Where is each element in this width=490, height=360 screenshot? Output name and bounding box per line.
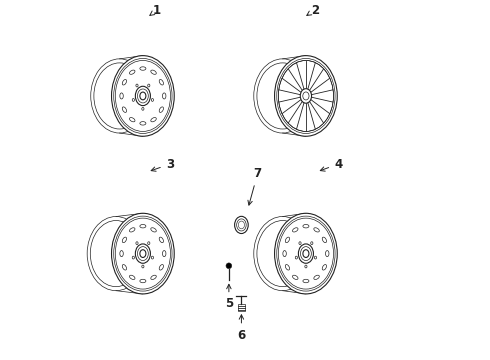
Ellipse shape xyxy=(151,228,156,232)
Text: 7: 7 xyxy=(248,167,262,205)
Ellipse shape xyxy=(274,56,337,136)
Ellipse shape xyxy=(303,225,309,228)
Ellipse shape xyxy=(142,265,144,268)
Ellipse shape xyxy=(120,93,123,99)
Ellipse shape xyxy=(112,213,174,294)
Ellipse shape xyxy=(322,265,326,270)
Ellipse shape xyxy=(159,107,164,112)
Ellipse shape xyxy=(112,56,174,136)
Ellipse shape xyxy=(140,92,146,100)
Ellipse shape xyxy=(129,228,135,232)
Ellipse shape xyxy=(303,279,309,283)
Ellipse shape xyxy=(274,213,337,294)
Ellipse shape xyxy=(315,256,317,259)
Ellipse shape xyxy=(129,275,135,279)
Ellipse shape xyxy=(147,84,150,87)
Ellipse shape xyxy=(120,251,123,257)
Ellipse shape xyxy=(140,122,146,125)
Ellipse shape xyxy=(140,250,146,257)
Ellipse shape xyxy=(140,225,146,228)
Ellipse shape xyxy=(293,275,298,279)
Ellipse shape xyxy=(132,256,134,259)
Ellipse shape xyxy=(122,107,126,112)
Text: 4: 4 xyxy=(320,158,343,171)
Ellipse shape xyxy=(303,92,309,100)
Ellipse shape xyxy=(136,84,138,87)
Ellipse shape xyxy=(295,256,297,259)
Ellipse shape xyxy=(278,60,334,131)
Ellipse shape xyxy=(300,89,312,103)
Ellipse shape xyxy=(129,70,135,74)
Circle shape xyxy=(226,263,232,269)
Ellipse shape xyxy=(142,107,144,110)
Ellipse shape xyxy=(151,275,156,279)
Ellipse shape xyxy=(300,247,311,261)
Ellipse shape xyxy=(314,228,319,232)
Ellipse shape xyxy=(114,58,172,134)
Ellipse shape xyxy=(163,251,166,257)
Ellipse shape xyxy=(147,242,150,244)
Ellipse shape xyxy=(151,256,153,259)
Ellipse shape xyxy=(122,237,126,243)
Text: 5: 5 xyxy=(225,284,233,310)
Text: 3: 3 xyxy=(151,158,174,171)
Ellipse shape xyxy=(122,265,126,270)
Ellipse shape xyxy=(115,218,171,289)
Ellipse shape xyxy=(277,58,335,134)
Ellipse shape xyxy=(151,70,156,74)
Ellipse shape xyxy=(136,242,138,244)
Ellipse shape xyxy=(305,265,307,268)
Ellipse shape xyxy=(299,242,301,244)
Ellipse shape xyxy=(135,244,150,263)
Ellipse shape xyxy=(298,244,314,263)
Ellipse shape xyxy=(314,275,319,279)
Ellipse shape xyxy=(283,251,286,257)
Ellipse shape xyxy=(132,99,134,102)
Ellipse shape xyxy=(278,218,334,289)
Ellipse shape xyxy=(135,86,150,105)
Ellipse shape xyxy=(114,216,172,291)
Ellipse shape xyxy=(322,237,326,243)
Ellipse shape xyxy=(237,219,246,231)
Ellipse shape xyxy=(303,250,309,257)
Text: 2: 2 xyxy=(307,4,319,17)
Ellipse shape xyxy=(138,247,148,261)
Ellipse shape xyxy=(293,228,298,232)
Ellipse shape xyxy=(138,89,148,103)
Ellipse shape xyxy=(140,67,146,70)
Ellipse shape xyxy=(235,216,248,234)
Ellipse shape xyxy=(311,242,313,244)
Ellipse shape xyxy=(159,237,164,243)
Ellipse shape xyxy=(277,216,335,291)
Ellipse shape xyxy=(285,237,290,243)
Ellipse shape xyxy=(159,80,164,85)
Ellipse shape xyxy=(151,118,156,122)
Ellipse shape xyxy=(140,279,146,283)
Ellipse shape xyxy=(285,265,290,270)
Ellipse shape xyxy=(159,265,164,270)
Ellipse shape xyxy=(325,251,329,257)
Text: 6: 6 xyxy=(237,315,245,342)
Text: 1: 1 xyxy=(150,4,161,17)
Ellipse shape xyxy=(115,60,171,131)
Ellipse shape xyxy=(163,93,166,99)
Ellipse shape xyxy=(151,99,153,102)
Ellipse shape xyxy=(129,118,135,122)
Ellipse shape xyxy=(122,80,126,85)
